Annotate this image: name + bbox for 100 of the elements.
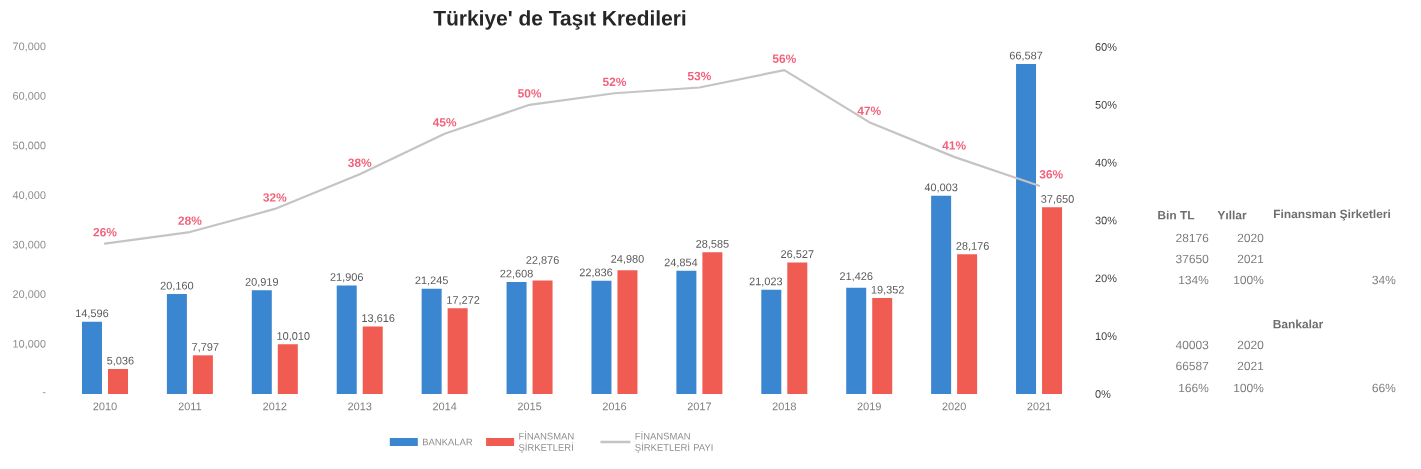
data-label: 28,176	[956, 242, 989, 252]
bar	[336, 285, 357, 394]
text: 100%	[1234, 383, 1264, 393]
y2-tick-label: 50%	[1095, 100, 1117, 109]
text: 2020	[1237, 233, 1264, 243]
text: Yıllar	[1217, 210, 1247, 220]
bar	[421, 288, 442, 394]
x-tick-label: 2019	[857, 402, 881, 411]
y-tick-label: 60,000	[13, 92, 46, 102]
bar	[617, 270, 638, 394]
data-label: 21,023	[749, 277, 783, 287]
bar	[166, 294, 187, 394]
text: 2021	[1237, 361, 1264, 371]
data-label: 21,245	[415, 276, 448, 286]
data-label: 19,352	[871, 285, 904, 295]
bar	[532, 280, 553, 394]
bar	[872, 298, 893, 394]
text: 37650	[1176, 254, 1209, 264]
data-label: 20,160	[160, 281, 194, 291]
bar	[957, 254, 978, 394]
data-label: 21,426	[840, 272, 873, 282]
y-tick-label: 70,000	[13, 42, 46, 52]
text: Finansman Şirketleri	[1274, 209, 1390, 221]
x-tick-label: 2013	[348, 402, 372, 411]
data-label: 5,036	[107, 356, 134, 366]
text: 2021	[1237, 254, 1264, 264]
data-label: 36%	[1039, 170, 1063, 179]
data-label: 21,906	[330, 273, 363, 283]
text: 166%	[1179, 383, 1209, 393]
data-label: 17,272	[447, 296, 480, 306]
legend-label: FİNANSMAN ŞİRKETLERİ	[518, 431, 574, 453]
bar	[277, 344, 298, 394]
bar	[787, 262, 808, 394]
data-label: 56%	[772, 54, 796, 63]
data-label: 10,010	[277, 332, 310, 342]
data-label: 24,980	[611, 255, 644, 265]
y-tick-label: 20,000	[13, 290, 46, 300]
x-tick-label: 2011	[178, 402, 202, 411]
x-tick-label: 2012	[263, 402, 287, 411]
data-label: 38%	[348, 158, 372, 168]
text: 2020	[1237, 340, 1264, 350]
bar	[362, 326, 383, 394]
text: 100%	[1234, 275, 1264, 285]
y-tick-label: -	[42, 392, 46, 394]
bar	[1042, 207, 1063, 394]
x-tick-label: 2018	[772, 402, 796, 411]
bar	[107, 369, 128, 394]
data-label: 45%	[432, 118, 457, 127]
y2-tick-label: 20%	[1095, 274, 1117, 283]
data-label: 20,919	[245, 278, 279, 288]
y-tick-label: 50,000	[12, 141, 46, 151]
bar	[702, 252, 723, 394]
data-label: 53%	[687, 71, 712, 81]
data-label: 32%	[263, 193, 287, 202]
y2-tick-label: 30%	[1095, 216, 1117, 225]
x-tick-label: 2014	[433, 402, 457, 411]
bar	[591, 280, 612, 394]
bar	[251, 290, 272, 394]
bar	[846, 287, 867, 394]
text: 34%	[1372, 275, 1396, 285]
legend-label: BANKALAR	[422, 438, 473, 446]
text: 40003	[1175, 340, 1209, 350]
y2-tick-label: 0%	[1095, 390, 1111, 398]
y2-tick-label: 40%	[1095, 158, 1117, 167]
data-label: 40,003	[924, 183, 958, 193]
data-label: 66,587	[1009, 51, 1043, 61]
data-label: 47%	[857, 106, 881, 115]
data-label: 26%	[93, 227, 117, 237]
data-label: 28%	[178, 216, 202, 225]
x-tick-label: 2021	[1027, 402, 1051, 411]
data-label: 14,596	[76, 309, 109, 319]
data-label: 22,608	[500, 269, 533, 279]
y-tick-label: 40,000	[12, 191, 46, 201]
data-label: 41%	[942, 141, 966, 150]
text: Bankalar	[1273, 319, 1324, 329]
text: 66%	[1372, 383, 1396, 393]
text: 66587	[1176, 361, 1209, 371]
text: 28176	[1176, 233, 1209, 243]
bar	[676, 270, 697, 394]
data-label: 50%	[517, 89, 542, 98]
chart-title: Türkiye' de Taşıt Kredileri	[433, 10, 686, 30]
data-label: 37,650	[1041, 195, 1074, 205]
bar	[931, 195, 952, 394]
y-tick-label: 10,000	[13, 339, 46, 349]
x-tick-label: 2017	[687, 402, 712, 411]
x-tick-label: 2020	[942, 402, 966, 411]
data-label: 28,585	[696, 240, 729, 250]
y-tick-label: 30,000	[12, 240, 46, 250]
data-label: 22,876	[526, 256, 559, 266]
text: Bin TL	[1158, 210, 1195, 220]
bar	[1016, 63, 1037, 394]
x-tick-label: 2010	[93, 402, 117, 411]
bar	[447, 308, 468, 394]
y2-tick-label: 10%	[1095, 332, 1117, 341]
data-label: 7,797	[192, 343, 219, 353]
data-label: 24,854	[664, 258, 698, 268]
x-tick-label: 2015	[517, 402, 542, 411]
x-tick-label: 2016	[602, 402, 627, 411]
text: 134%	[1179, 275, 1209, 285]
bar	[192, 355, 213, 394]
